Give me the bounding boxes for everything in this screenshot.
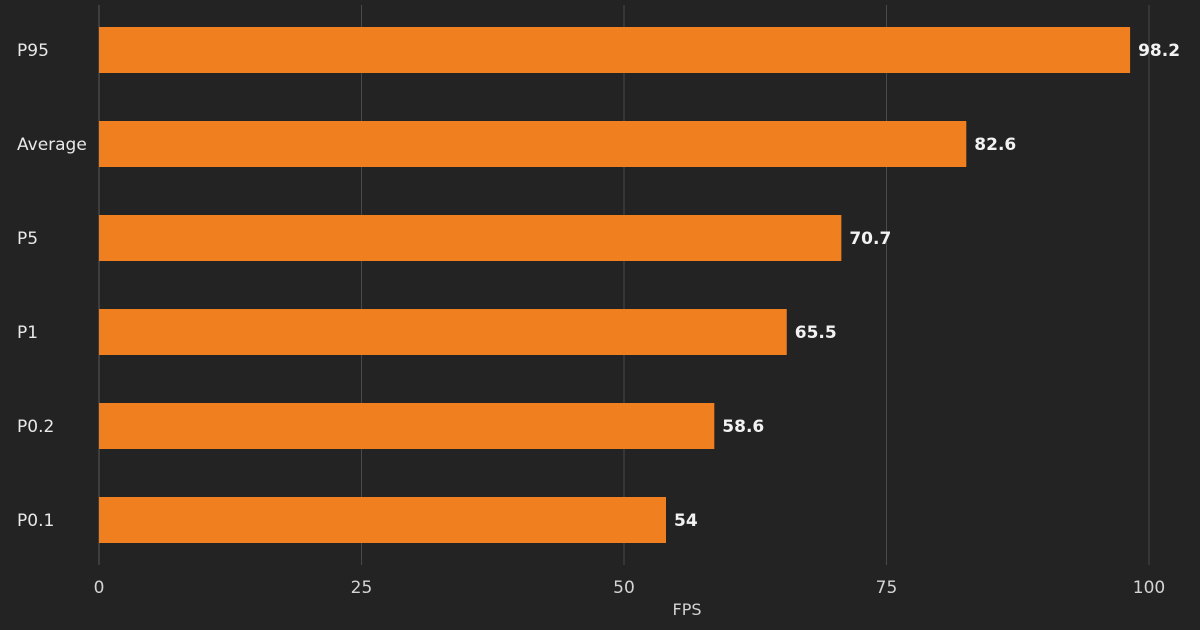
grid-lines (98, 5, 1150, 565)
bar-average (99, 121, 967, 167)
bar-p0-1 (99, 497, 666, 543)
value-label-p0-2: 58.6 (722, 417, 764, 437)
category-label-p95: P95 (17, 41, 49, 61)
category-label-p0-1: P0.1 (17, 511, 54, 531)
category-label-average: Average (17, 135, 87, 155)
bar-p5 (99, 215, 842, 261)
bar-p0-2 (99, 403, 715, 449)
x-axis-title: FPS (672, 600, 701, 619)
bars (99, 27, 1131, 543)
value-labels: 98.2 82.6 70.7 65.5 58.6 54 (674, 41, 1180, 531)
bar-p95 (99, 27, 1131, 73)
x-tick-label-25: 25 (351, 578, 373, 598)
x-tick-labels: 0 25 50 75 100 (94, 578, 1166, 598)
category-labels: P95 Average P5 P1 P0.2 P0.1 (17, 41, 87, 531)
x-tick-label-50: 50 (613, 578, 635, 598)
category-label-p5: P5 (17, 229, 38, 249)
category-label-p0-2: P0.2 (17, 417, 54, 437)
value-label-average: 82.6 (974, 135, 1016, 155)
value-label-p1: 65.5 (795, 323, 837, 343)
x-tick-label-100: 100 (1133, 578, 1165, 598)
bar-p1 (99, 309, 787, 355)
x-tick-label-75: 75 (876, 578, 898, 598)
value-label-p95: 98.2 (1138, 41, 1180, 61)
value-label-p5: 70.7 (849, 229, 891, 249)
value-label-p0-1: 54 (674, 511, 698, 531)
category-label-p1: P1 (17, 323, 38, 343)
x-tick-label-0: 0 (94, 578, 105, 598)
